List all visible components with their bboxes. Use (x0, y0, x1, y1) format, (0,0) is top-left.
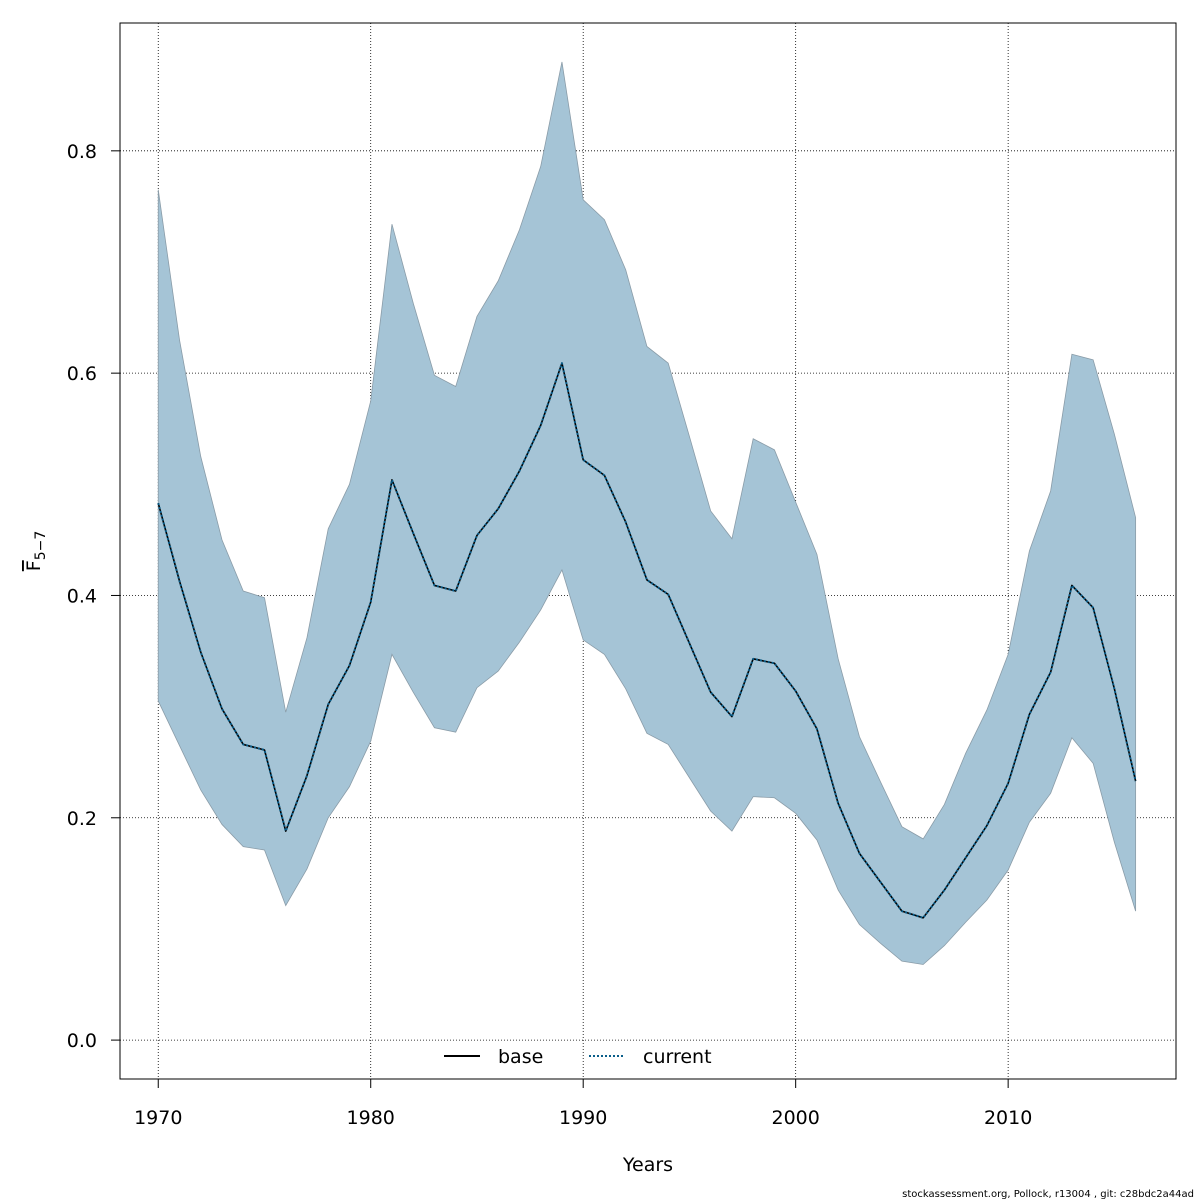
confidence-band-group (157, 61, 1137, 965)
confidence-band (157, 61, 1137, 965)
series-lines (157, 362, 1137, 919)
x-tick-label: 1970 (134, 1107, 182, 1129)
y-axis: 0.0 0.2 0.4 0.6 0.8 (67, 141, 120, 1052)
y-tick-label: 0.6 (67, 363, 97, 385)
y-tick-label: 0.8 (67, 141, 97, 163)
legend-current-label: current (643, 1046, 712, 1068)
x-tick-label: 1990 (559, 1107, 607, 1129)
footer-text: stockassessment.org, Pollock, r13004 , g… (902, 1189, 1194, 1200)
y-axis-title-main: F (23, 560, 45, 571)
x-axis-title: Years (622, 1154, 673, 1176)
y-tick-label: 0.0 (67, 1030, 97, 1052)
x-axis: 1970 1980 1990 2000 2010 (134, 1078, 1032, 1129)
y-tick-label: 0.4 (67, 585, 97, 607)
y-axis-title-sub: 5−7 (33, 531, 49, 561)
legend: base current (444, 1046, 712, 1068)
x-tick-label: 1980 (347, 1107, 395, 1129)
x-tick-label: 2010 (984, 1107, 1032, 1129)
x-tick-label: 2000 (771, 1107, 819, 1129)
legend-base-label: base (498, 1046, 543, 1068)
svg-text:F5−7: F5−7 (23, 531, 49, 571)
y-tick-label: 0.2 (67, 808, 97, 830)
y-axis-title: F5−7 (23, 531, 49, 571)
series-current-line (157, 362, 1137, 919)
